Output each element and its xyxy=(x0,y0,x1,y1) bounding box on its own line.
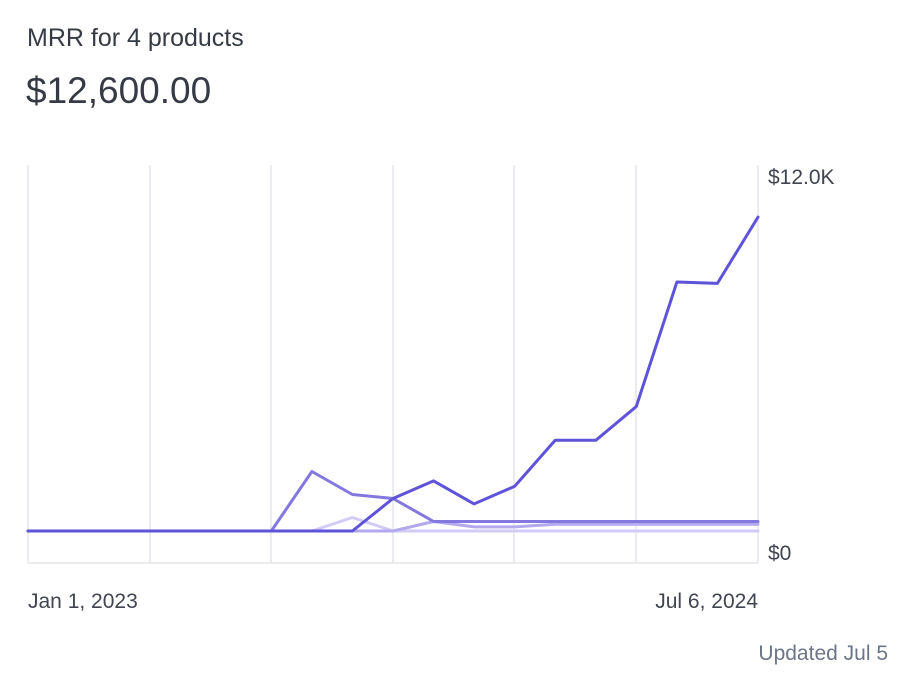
y-tick-label-max: $12.0K xyxy=(768,166,835,189)
x-tick-label-end: Jul 6, 2024 xyxy=(655,590,758,613)
updated-timestamp: Updated Jul 5 xyxy=(758,642,888,665)
grid-layer xyxy=(27,165,759,564)
chart-title: MRR for 4 products xyxy=(27,24,244,52)
y-tick-label-min: $0 xyxy=(768,542,791,565)
series-layer xyxy=(26,215,760,533)
x-tick-label-start: Jan 1, 2023 xyxy=(28,590,138,613)
series-line-1 xyxy=(26,215,760,533)
total-mrr-value: $12,600.00 xyxy=(26,70,212,111)
